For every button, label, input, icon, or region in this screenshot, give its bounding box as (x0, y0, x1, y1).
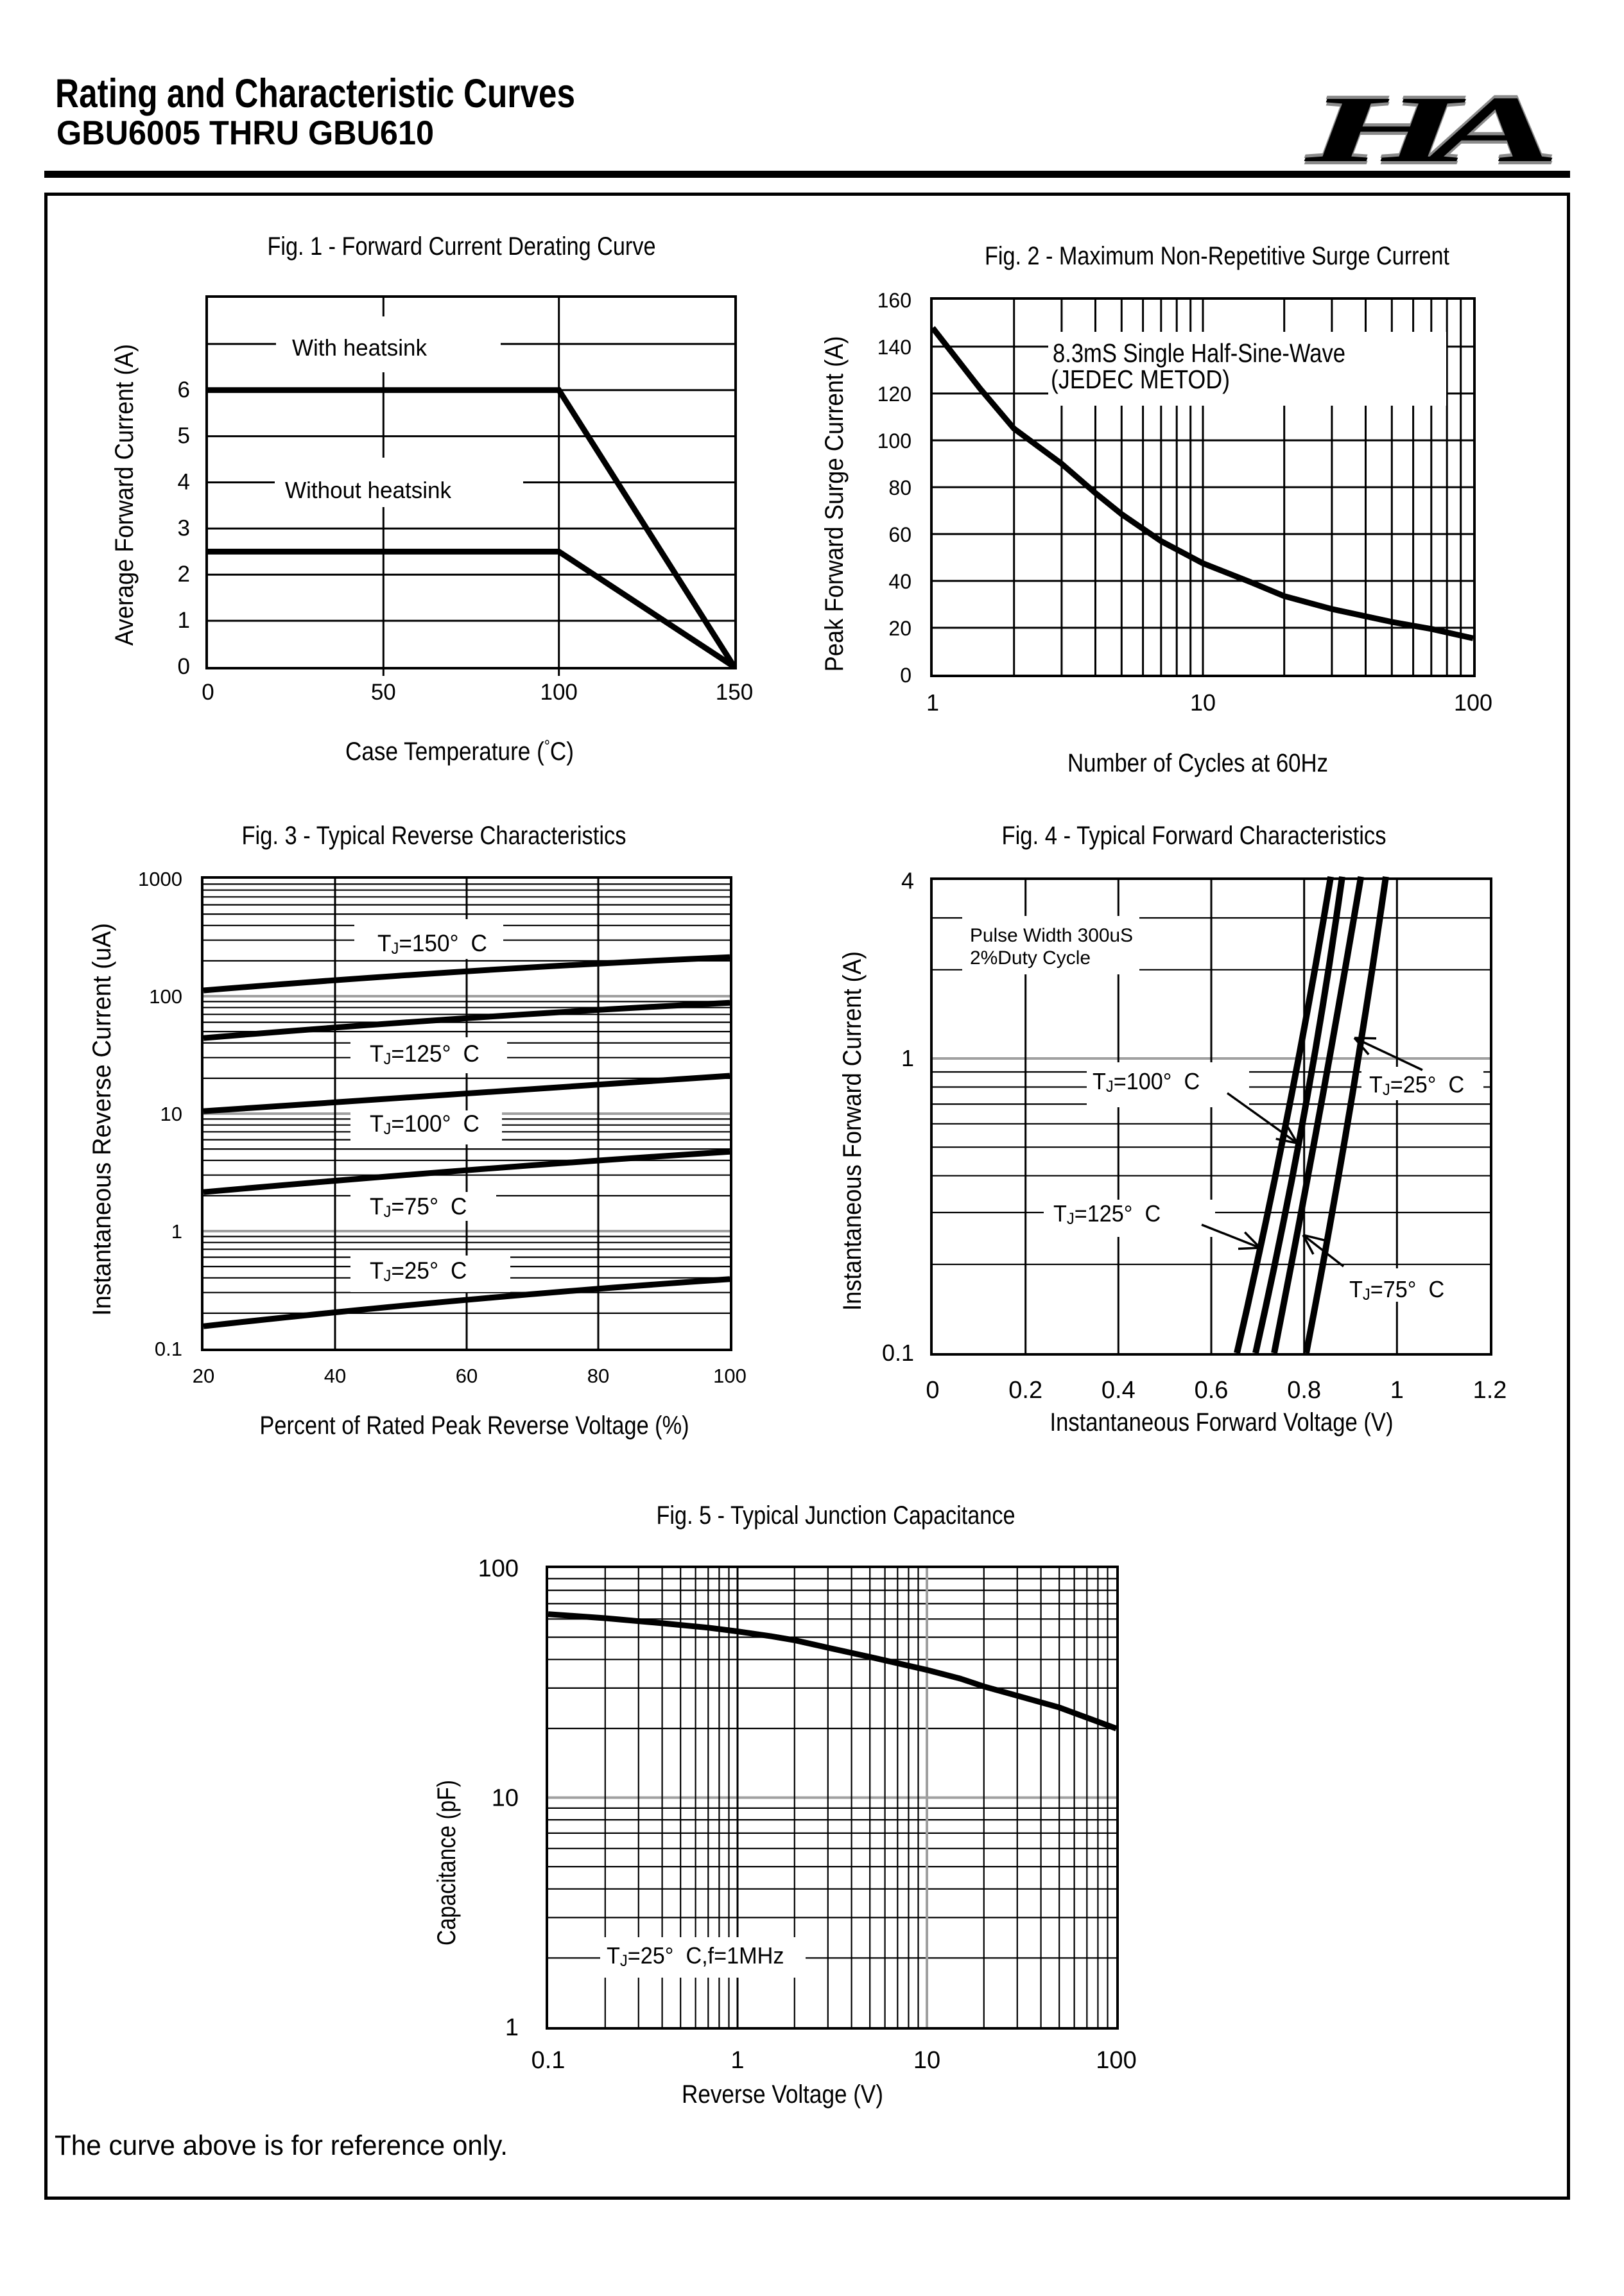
svg-text:Reverse Voltage (V): Reverse Voltage (V) (682, 2080, 883, 2109)
svg-text:Average Forward Current (A): Average Forward Current (A) (110, 344, 139, 646)
svg-text:10: 10 (492, 1785, 519, 1812)
svg-text:4: 4 (178, 470, 190, 495)
svg-text:Fig. 2 - Maximum Non-Repetitiv: Fig. 2 - Maximum Non-Repetitive Surge Cu… (985, 242, 1449, 270)
svg-text:Capacitance (pF): Capacitance (pF) (433, 1780, 461, 1946)
svg-text:60: 60 (456, 1365, 478, 1387)
svg-text:0.1: 0.1 (882, 1340, 914, 1366)
svg-text:10: 10 (1190, 689, 1216, 716)
svg-text:Instantaneous Reverse Current: Instantaneous Reverse Current (uA) (88, 923, 116, 1316)
svg-text:Pulse Width 300uS: Pulse Width 300uS (970, 925, 1133, 946)
svg-text:2%Duty Cycle: 2%Duty Cycle (970, 947, 1091, 969)
svg-text:A: A (1418, 80, 1560, 186)
svg-text:H: H (1303, 80, 1466, 186)
svg-text:TJ=100°C: TJ=100° C (370, 1110, 479, 1138)
svg-text:0: 0 (178, 654, 190, 679)
svg-text:1: 1 (1390, 1377, 1404, 1404)
svg-text:Instantaneous Forward Voltage: Instantaneous Forward Voltage (V) (1050, 1408, 1394, 1437)
svg-text:10: 10 (160, 1103, 182, 1125)
svg-text:20: 20 (888, 617, 911, 640)
svg-text:H: H (1303, 77, 1466, 182)
svg-text:40: 40 (888, 570, 911, 593)
svg-text:150: 150 (716, 680, 753, 705)
svg-text:Case Temperature (°C): Case Temperature (°C) (345, 736, 574, 766)
svg-text:100: 100 (1454, 689, 1492, 716)
svg-text:8.3mS Single Half-Sine-Wave: 8.3mS Single Half-Sine-Wave (1053, 338, 1345, 368)
svg-text:1: 1 (730, 2047, 744, 2074)
svg-text:A: A (1418, 74, 1560, 179)
svg-text:TJ=75°C: TJ=75° C (370, 1193, 467, 1221)
svg-text:Fig. 4 - Typical Forward Chara: Fig. 4 - Typical Forward Characteristics (1002, 822, 1386, 850)
svg-text:Rating and Characteristic Curv: Rating and Characteristic Curves (55, 71, 575, 116)
svg-text:TJ=25°C,f=1MHz: TJ=25° C,f=1MHz (607, 1943, 784, 1970)
svg-text:(JEDEC METOD): (JEDEC METOD) (1051, 365, 1230, 394)
svg-text:40: 40 (324, 1365, 346, 1387)
svg-text:H: H (1303, 74, 1466, 179)
svg-text:160: 160 (877, 289, 911, 312)
svg-text:0.1: 0.1 (531, 2047, 566, 2074)
svg-text:100: 100 (149, 985, 182, 1008)
svg-text:4: 4 (901, 868, 914, 894)
svg-text:0.6: 0.6 (1195, 1377, 1229, 1404)
svg-text:100: 100 (478, 1555, 519, 1582)
svg-text:0: 0 (926, 1377, 939, 1404)
svg-text:Percent of Rated Peak Reverse: Percent of Rated Peak Reverse Voltage (%… (260, 1411, 689, 1440)
svg-text:0.1: 0.1 (155, 1338, 182, 1360)
svg-text:20: 20 (193, 1365, 214, 1387)
svg-text:Number of Cycles at 60Hz: Number of Cycles at 60Hz (1067, 748, 1328, 777)
svg-text:With heatsink: With heatsink (292, 334, 428, 361)
svg-text:0: 0 (202, 680, 214, 705)
svg-text:100: 100 (877, 429, 911, 453)
svg-text:Without heatsink: Without heatsink (285, 477, 452, 503)
svg-text:1: 1 (926, 689, 939, 716)
svg-text:80: 80 (587, 1365, 609, 1387)
svg-text:TJ=75°C: TJ=75° C (1349, 1277, 1444, 1304)
svg-text:1: 1 (505, 2014, 519, 2041)
svg-text:140: 140 (877, 336, 911, 359)
svg-text:0: 0 (900, 664, 911, 687)
svg-text:Fig. 1 - Forward Current Derat: Fig. 1 - Forward Current Derating Curve (268, 232, 656, 261)
svg-text:120: 120 (877, 383, 911, 406)
svg-text:60: 60 (888, 523, 911, 546)
svg-text:10: 10 (913, 2047, 940, 2074)
svg-text:0.8: 0.8 (1287, 1377, 1321, 1404)
svg-text:5: 5 (178, 424, 190, 449)
svg-text:Fig. 3 - Typical Reverse Chara: Fig. 3 - Typical Reverse Characteristics (242, 822, 626, 850)
svg-text:50: 50 (371, 680, 396, 705)
svg-text:The curve above is for referen: The curve above is for reference only. (55, 2130, 508, 2161)
svg-text:Peak Forward Surge Current (A): Peak Forward Surge Current (A) (820, 336, 849, 672)
svg-text:1.2: 1.2 (1473, 1377, 1507, 1404)
svg-text:100: 100 (540, 680, 577, 705)
svg-text:Instantaneous Forward Current: Instantaneous Forward Current (A) (838, 951, 867, 1311)
svg-text:100: 100 (1096, 2047, 1136, 2074)
svg-text:3: 3 (178, 515, 190, 540)
svg-text:GBU6005 THRU GBU610: GBU6005 THRU GBU610 (56, 114, 434, 152)
svg-text:1: 1 (171, 1220, 182, 1243)
svg-text:100: 100 (713, 1365, 747, 1387)
svg-text:Fig. 5 - Typical Junction Capa: Fig. 5 - Typical Junction Capacitance (657, 1501, 1015, 1530)
svg-text:1: 1 (178, 608, 190, 633)
svg-text:1: 1 (901, 1045, 914, 1071)
svg-text:6: 6 (178, 377, 190, 402)
svg-text:0.2: 0.2 (1008, 1377, 1042, 1404)
svg-text:80: 80 (888, 476, 911, 499)
svg-text:1000: 1000 (138, 868, 182, 890)
svg-text:0.4: 0.4 (1101, 1377, 1136, 1404)
svg-text:2: 2 (178, 562, 190, 587)
svg-text:A: A (1418, 77, 1560, 182)
